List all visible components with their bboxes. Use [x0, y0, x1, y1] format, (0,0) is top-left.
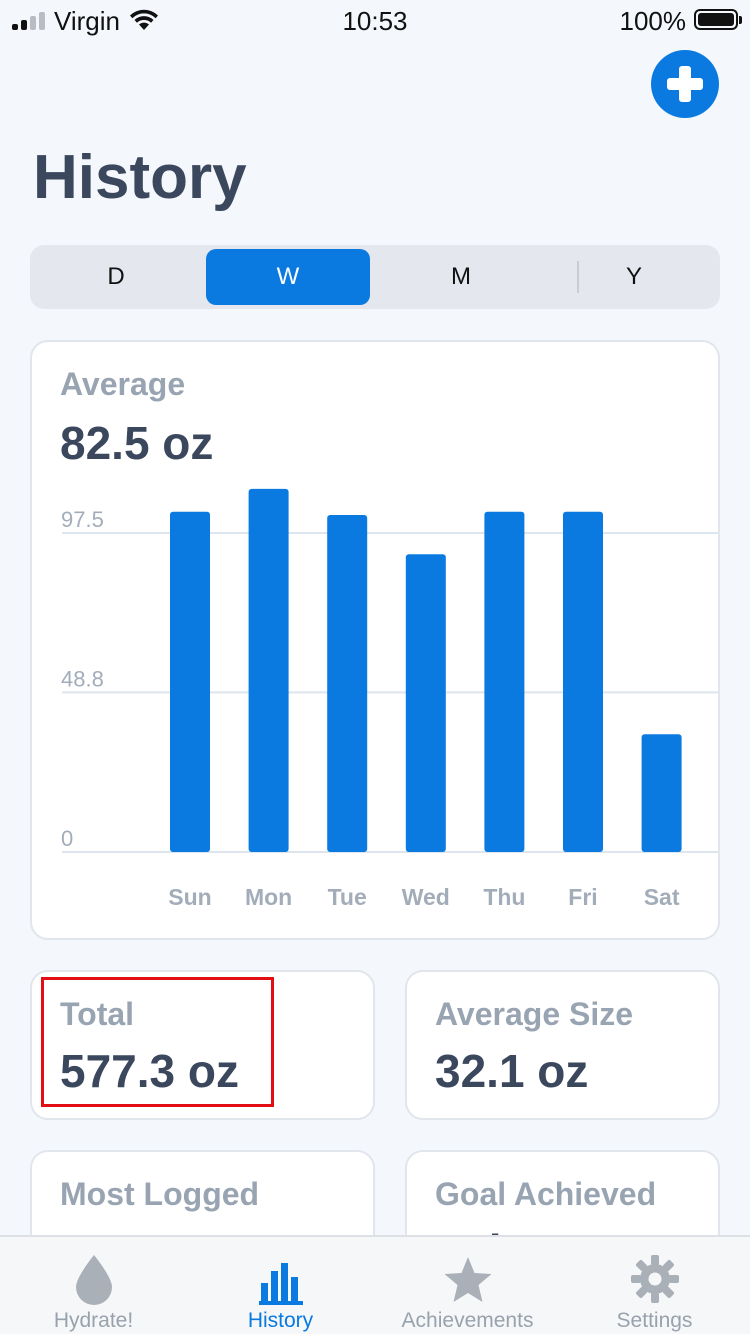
total-value: 577.3 oz: [60, 1045, 239, 1097]
battery-icon: [694, 9, 742, 30]
average-size-value: 32.1 oz: [435, 1045, 589, 1097]
tab-achievements-label: Achievements: [401, 1309, 534, 1332]
y-tick-label: 48.8: [61, 666, 104, 691]
tab-bar: Hydrate! History Achievements: [0, 1235, 750, 1334]
cellular-signal-icon: [12, 10, 45, 30]
water-drop-icon: [75, 1255, 112, 1305]
star-icon: [444, 1257, 491, 1302]
battery-percentage: 100%: [619, 6, 687, 36]
page-title: History: [33, 143, 247, 212]
x-tick-label: Mon: [245, 884, 292, 910]
bar-fri[interactable]: [563, 511, 603, 852]
x-tick-label: Fri: [568, 884, 597, 910]
tab-hydrate[interactable]: Hydrate!: [0, 1237, 187, 1334]
most-logged-label: Most Logged: [60, 1176, 260, 1212]
tab-history[interactable]: History: [187, 1237, 374, 1334]
bar-mon[interactable]: [248, 488, 289, 852]
bar-sat[interactable]: [641, 734, 682, 852]
y-tick-label: 97.5: [61, 507, 104, 532]
average-size-label: Average Size: [435, 996, 634, 1032]
tab-settings[interactable]: Settings: [561, 1237, 748, 1334]
tab-history-label: History: [247, 1309, 314, 1332]
x-tick-label: Tue: [328, 884, 367, 910]
x-tick-label: Sat: [644, 884, 680, 910]
average-value: 82.5 oz: [60, 417, 214, 469]
y-tick-label: 0: [61, 826, 73, 851]
wifi-icon: [130, 9, 158, 30]
carrier-name: Virgin: [54, 6, 121, 36]
plus-icon: [667, 66, 703, 102]
period-segmented-control: D W M Y: [30, 245, 720, 309]
x-tick-label: Sun: [168, 884, 211, 910]
segment-month[interactable]: M: [451, 263, 471, 290]
average-chart-card: Average 82.5 oz 97.5 48.8 0 Sun Mon Tue Wed Thu…: [30, 340, 720, 940]
segment-day[interactable]: D: [107, 263, 125, 290]
tab-achievements[interactable]: Achievements: [374, 1237, 561, 1334]
add-drink-button[interactable]: [651, 50, 719, 118]
total-label: Total: [60, 996, 135, 1032]
gear-icon: [630, 1255, 679, 1303]
weekly-bar-chart: 97.5 48.8 0 Sun Mon Tue Wed Thu Fri Sat: [61, 488, 718, 910]
segment-year[interactable]: Y: [625, 263, 642, 290]
segment-week[interactable]: W: [206, 249, 370, 305]
status-time: 10:53: [342, 6, 408, 36]
tab-hydrate-label: Hydrate!: [53, 1309, 134, 1332]
segment-divider: [577, 261, 579, 293]
goal-achieved-label: Goal Achieved: [435, 1176, 657, 1212]
status-bar: Virgin 10:53 100%: [0, 0, 750, 40]
bar-wed[interactable]: [405, 554, 446, 852]
bar-chart-icon: [258, 1263, 303, 1305]
bar-tue[interactable]: [327, 515, 368, 852]
average-size-card: Average Size 32.1 oz: [405, 970, 720, 1120]
bar-sun[interactable]: [170, 511, 210, 852]
x-tick-label: Thu: [483, 884, 525, 910]
total-card: Total 577.3 oz: [30, 970, 375, 1120]
x-tick-label: Wed: [402, 884, 450, 910]
average-label: Average: [60, 366, 186, 402]
bar-thu[interactable]: [484, 511, 525, 852]
tab-settings-label: Settings: [616, 1309, 693, 1332]
